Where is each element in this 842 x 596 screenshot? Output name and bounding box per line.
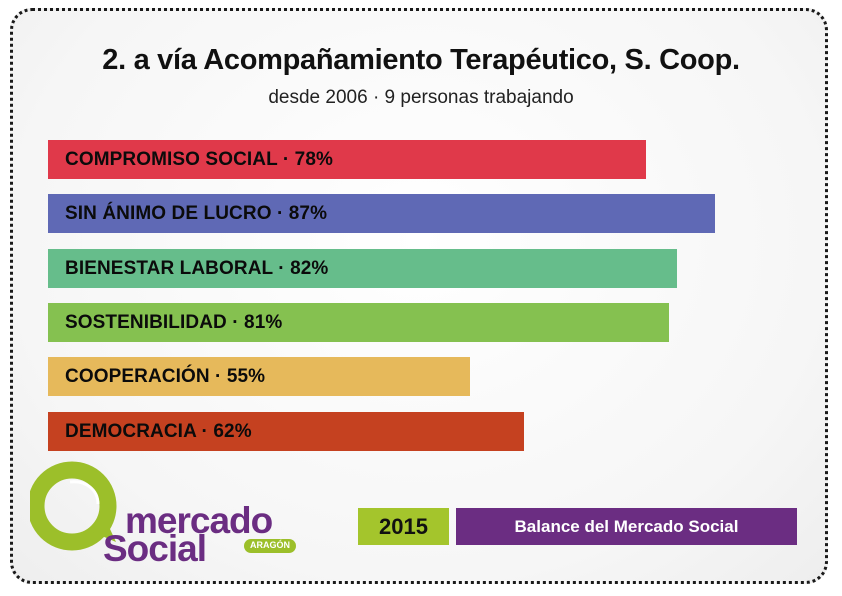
bar-label-3: BIENESTAR LABORAL · 82% — [65, 257, 329, 279]
bar-4: SOSTENIBILIDAD · 81% — [48, 303, 669, 342]
bar-3: BIENESTAR LABORAL · 82% — [48, 249, 677, 288]
card-frame — [10, 8, 828, 584]
page-subtitle: desde 2006 · 9 personas trabajando — [268, 87, 574, 108]
balance-label: Balance del Mercado Social — [456, 508, 797, 545]
bar-2: SIN ÁNIMO DE LUCRO · 87% — [48, 194, 715, 233]
year-badge: 2015 — [358, 508, 449, 545]
mercado-social-logo: mercado Social ARAGÓN — [30, 460, 300, 570]
bar-label-4: SOSTENIBILIDAD · 81% — [65, 311, 283, 333]
bar-label-5: COOPERACIÓN · 55% — [65, 365, 266, 387]
logo-word-mercado: mercado — [125, 500, 273, 541]
logo-region-tag: ARAGÓN — [244, 539, 296, 553]
bar-label-1: COMPROMISO SOCIAL · 78% — [65, 148, 333, 170]
bar-label-2: SIN ÁNIMO DE LUCRO · 87% — [65, 202, 328, 224]
logo-word-social: Social — [103, 528, 207, 569]
bar-5: COOPERACIÓN · 55% — [48, 357, 470, 396]
bar-1: COMPROMISO SOCIAL · 78% — [48, 140, 646, 179]
page-title: 2. a vía Acompañamiento Terapéutico, S. … — [102, 44, 740, 76]
bar-6: DEMOCRACIA · 62% — [48, 412, 524, 451]
speech-bubble-icon — [30, 461, 117, 551]
bar-label-6: DEMOCRACIA · 62% — [65, 420, 252, 442]
